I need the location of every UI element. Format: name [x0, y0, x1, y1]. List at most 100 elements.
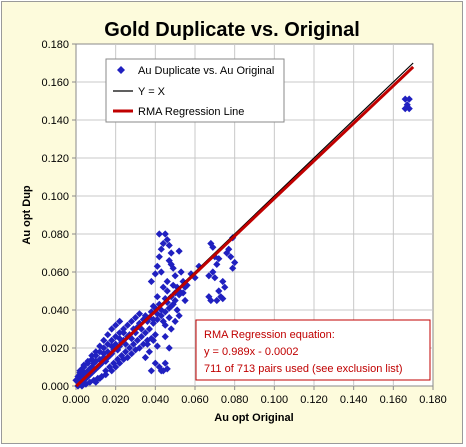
data-point [108, 342, 116, 350]
x-tick-label: 0.180 [419, 394, 447, 406]
data-point [165, 257, 173, 265]
y-tick-label: 0.060 [41, 267, 69, 279]
data-point [106, 363, 114, 371]
data-point [102, 357, 110, 365]
data-point [149, 315, 157, 324]
data-point [147, 308, 155, 316]
data-point [167, 302, 175, 310]
data-point [114, 346, 122, 354]
data-point [104, 348, 112, 356]
data-point [88, 355, 96, 363]
data-point [92, 378, 100, 386]
data-point [227, 253, 235, 261]
data-point [163, 365, 171, 373]
legend: Au Duplicate vs. Au Original Y = X RMA R… [105, 58, 285, 123]
data-point [143, 340, 151, 348]
data-point [157, 312, 165, 320]
data-point [112, 321, 120, 329]
data-point [165, 314, 173, 322]
data-point [92, 352, 100, 360]
data-point [181, 296, 189, 305]
data-point [205, 293, 213, 301]
data-point [86, 378, 94, 386]
data-point [131, 314, 140, 322]
data-point [181, 283, 189, 291]
data-point [96, 348, 104, 356]
x-axis-label: Au opt Original [214, 412, 293, 424]
data-point [159, 239, 167, 248]
data-point [114, 355, 122, 363]
data-point [147, 367, 155, 375]
data-point [209, 268, 217, 276]
data-point [159, 283, 167, 291]
data-point [163, 287, 171, 295]
data-point [167, 260, 175, 268]
data-point [169, 264, 177, 272]
data-point [104, 331, 112, 339]
data-point [102, 371, 110, 379]
data-point [205, 272, 213, 280]
data-point [100, 344, 108, 352]
data-point [157, 268, 165, 276]
data-point [219, 277, 227, 286]
data-point [163, 298, 171, 306]
data-point [112, 333, 120, 341]
data-point [147, 277, 155, 286]
data-point [135, 310, 144, 318]
data-point [149, 336, 157, 344]
data-point [153, 293, 161, 301]
data-point [121, 340, 130, 348]
y-tick-label: 0.140 [41, 115, 69, 127]
data-point [187, 270, 195, 278]
y-tick-label: 0.020 [41, 343, 69, 355]
data-point [211, 274, 219, 282]
data-point [139, 340, 148, 348]
data-point [104, 340, 112, 348]
data-point [163, 277, 171, 286]
x-tick-label: 0.040 [142, 394, 170, 406]
data-point [165, 304, 173, 312]
data-point [120, 329, 128, 337]
data-point [100, 350, 108, 358]
data-point [76, 369, 84, 377]
data-point [213, 260, 221, 268]
data-point [151, 331, 159, 339]
data-point [231, 258, 239, 267]
data-point [116, 359, 124, 367]
annotation-box [195, 319, 431, 381]
data-point [165, 241, 173, 249]
data-point [177, 268, 185, 276]
data-point [82, 380, 90, 388]
data-point [219, 295, 227, 303]
y-tick-label: 0.000 [41, 381, 69, 393]
data-point [131, 346, 140, 354]
legend-entry-points: Au Duplicate vs. Au Original [138, 65, 274, 77]
data-point [120, 355, 128, 363]
y-axis-ticks: 0.000 0.020 0.040 0.060 0.080 0.100 0.120 0.140… [41, 39, 76, 393]
data-point [143, 336, 151, 344]
data-point [161, 308, 169, 316]
data-point [110, 359, 118, 367]
data-point [127, 350, 136, 358]
data-point [195, 262, 203, 270]
data-point [78, 365, 86, 373]
data-point [145, 325, 153, 333]
data-point [171, 296, 179, 305]
data-point [179, 289, 187, 297]
data-point [213, 296, 221, 305]
data-point [167, 325, 175, 333]
data-point [141, 353, 150, 362]
data-point [80, 363, 88, 371]
y-tick-label: 0.100 [41, 191, 69, 203]
data-point [141, 329, 150, 337]
data-point [123, 321, 132, 329]
data-point [225, 245, 233, 253]
data-point [88, 352, 96, 360]
data-point [127, 317, 136, 325]
data-point [116, 329, 124, 337]
data-point [145, 348, 153, 356]
x-axis-ticks: 0.000 0.020 0.040 0.060 0.080 0.100 0.120 0.140… [62, 386, 447, 406]
y-axis-label: Au opt Dup [21, 185, 33, 245]
data-point [94, 374, 102, 382]
